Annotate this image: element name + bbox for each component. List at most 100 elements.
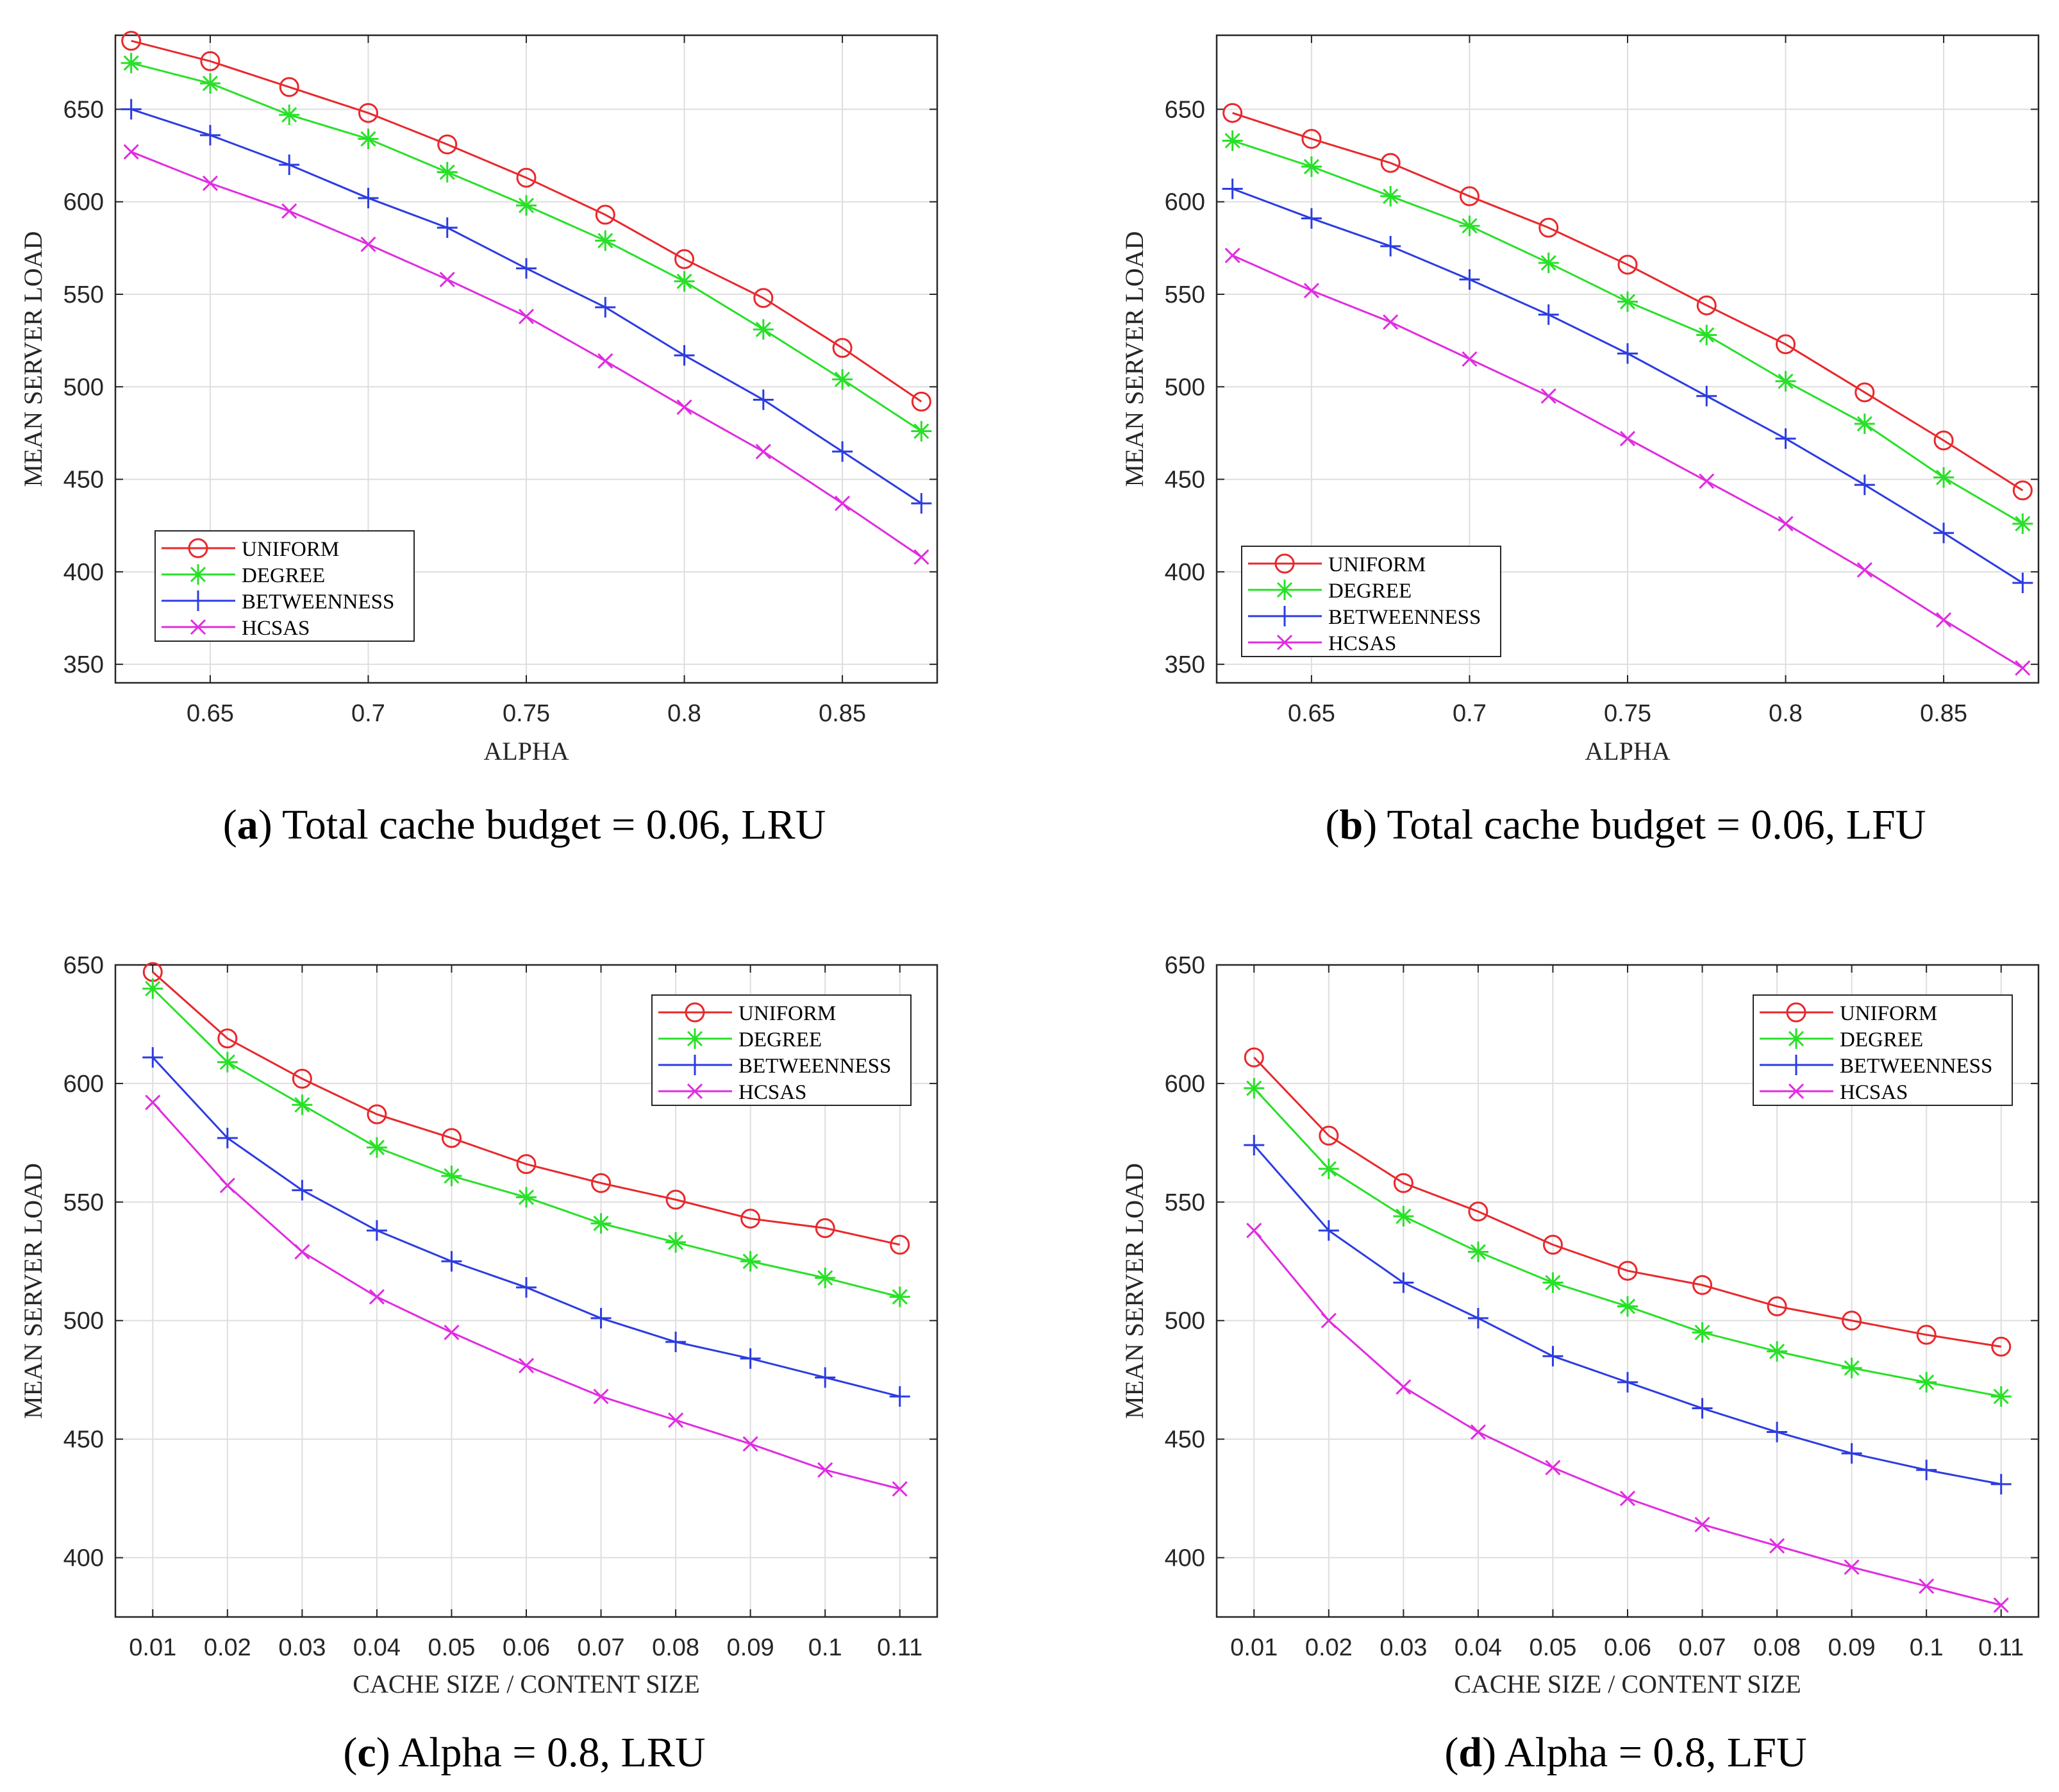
- data-point-uniform: [1842, 1311, 1862, 1331]
- caption-paren-close: ): [1482, 1729, 1496, 1776]
- y-tick-label: 400: [63, 559, 104, 586]
- x-tick-label: 0.85: [1920, 700, 1967, 727]
- data-point-hcsas: [835, 496, 851, 512]
- data-point-degree: [142, 978, 163, 999]
- data-point-uniform: [1933, 430, 1954, 451]
- data-point-betweenness: [1696, 385, 1717, 406]
- legend-label: HCSAS: [242, 617, 310, 640]
- legend-label: BETWEENNESS: [1840, 1055, 1992, 1078]
- legend: UNIFORM DEGREE BETWEENNESS HCSAS: [651, 994, 912, 1106]
- data-point-degree: [832, 369, 853, 390]
- caption-text: Alpha = 0.8, LRU: [390, 1729, 706, 1776]
- data-point-hcsas: [913, 549, 929, 565]
- legend-marker-degree: [1274, 580, 1295, 600]
- data-point-hcsas: [1619, 1491, 1636, 1507]
- data-point-uniform: [591, 1173, 612, 1193]
- data-point-betweenness: [832, 441, 853, 462]
- data-point-hcsas: [1383, 314, 1399, 330]
- data-point-uniform: [1617, 1260, 1638, 1281]
- series-line-uniform: [1232, 112, 2024, 492]
- data-point-uniform: [217, 1028, 238, 1049]
- data-point-hcsas: [1224, 247, 1240, 264]
- panel-caption: (a) Total cache budget = 0.06, LRU: [223, 801, 826, 848]
- data-point-hcsas: [1694, 1516, 1710, 1532]
- data-point-hcsas: [755, 444, 771, 460]
- data-point-hcsas: [444, 1325, 460, 1341]
- data-point-degree: [292, 1094, 313, 1116]
- caption-text: Total cache budget = 0.06, LFU: [1377, 801, 1926, 848]
- legend-marker-degree: [188, 564, 208, 585]
- y-tick-label: 550: [63, 1189, 104, 1216]
- y-tick-label: 550: [1165, 281, 1205, 308]
- data-point-betweenness: [516, 1277, 537, 1298]
- y-tick-label: 500: [63, 1308, 104, 1335]
- series-line-uniform: [152, 971, 901, 1246]
- x-tick-label: 0.8: [1769, 700, 1803, 727]
- legend-label: UNIFORM: [242, 538, 339, 561]
- data-point-uniform: [1776, 334, 1796, 355]
- data-point-degree: [1696, 324, 1717, 346]
- x-tick-label: 0.11: [1978, 1634, 2024, 1661]
- x-tick-label: 0.02: [204, 1634, 251, 1661]
- data-point-degree: [279, 105, 300, 126]
- y-tick-label: 650: [63, 96, 104, 123]
- data-point-uniform: [1617, 255, 1638, 275]
- data-point-betweenness: [441, 1251, 462, 1272]
- x-tick-label: 0.03: [1380, 1634, 1427, 1661]
- data-point-degree: [366, 1137, 387, 1158]
- x-tick-label: 0.07: [1679, 1634, 1726, 1661]
- data-point-betweenness: [292, 1180, 313, 1201]
- caption-text: Total cache budget = 0.06, LRU: [272, 801, 826, 848]
- x-tick-label: 0.1: [808, 1634, 842, 1661]
- x-tick-label: 0.03: [278, 1634, 326, 1661]
- data-point-uniform: [200, 51, 221, 71]
- legend-marker-betweenness: [188, 590, 208, 611]
- data-point-betweenness: [1393, 1272, 1414, 1293]
- data-point-degree: [2012, 513, 2033, 534]
- legend-marker-hcsas: [687, 1083, 703, 1100]
- data-point-hcsas: [892, 1481, 908, 1497]
- data-point-degree: [1775, 371, 1796, 392]
- legend-marker-uniform: [685, 1002, 705, 1023]
- data-point-betweenness: [279, 155, 300, 175]
- data-point-uniform: [1916, 1325, 1937, 1345]
- x-tick-label: 0.07: [578, 1634, 625, 1661]
- data-point-degree: [1459, 215, 1480, 237]
- data-point-uniform: [516, 1154, 537, 1175]
- y-tick-label: 400: [63, 1545, 104, 1572]
- data-point-uniform: [1301, 129, 1322, 149]
- data-point-uniform: [516, 167, 537, 188]
- data-point-hcsas: [1303, 283, 1319, 299]
- legend: UNIFORM DEGREE BETWEENNESS HCSAS: [1753, 994, 2013, 1106]
- data-point-degree: [1393, 1206, 1414, 1227]
- y-tick-label: 350: [1165, 651, 1205, 678]
- legend-box: [651, 994, 912, 1106]
- legend-marker-hcsas: [190, 619, 206, 635]
- data-point-degree: [217, 1051, 238, 1073]
- data-point-hcsas: [202, 175, 218, 191]
- data-point-uniform: [753, 288, 774, 308]
- legend-box: [1241, 546, 1501, 657]
- legend-marker-hcsas: [1276, 634, 1293, 651]
- data-point-degree: [889, 1286, 910, 1307]
- data-point-betweenness: [121, 99, 142, 120]
- axes-frame: [1215, 964, 2040, 1618]
- caption-letter: a: [237, 801, 258, 848]
- data-point-hcsas: [518, 1357, 535, 1374]
- x-axis-label: ALPHA: [483, 737, 569, 766]
- data-point-betweenness: [1617, 1371, 1638, 1393]
- data-point-uniform: [2012, 480, 2033, 501]
- caption-text: Alpha = 0.8, LFU: [1496, 1729, 1807, 1776]
- legend-label: DEGREE: [1328, 580, 1412, 603]
- legend-label: DEGREE: [242, 564, 325, 587]
- data-point-hcsas: [1993, 1597, 2009, 1613]
- data-point-degree: [1380, 186, 1401, 207]
- y-tick-label: 600: [63, 1071, 104, 1098]
- data-point-betweenness: [1542, 1346, 1563, 1367]
- legend-marker-degree: [1786, 1028, 1806, 1049]
- y-tick-label: 350: [63, 651, 104, 678]
- data-point-uniform: [665, 1189, 686, 1210]
- data-point-betweenness: [1767, 1421, 1788, 1443]
- data-point-betweenness: [1990, 1473, 2012, 1495]
